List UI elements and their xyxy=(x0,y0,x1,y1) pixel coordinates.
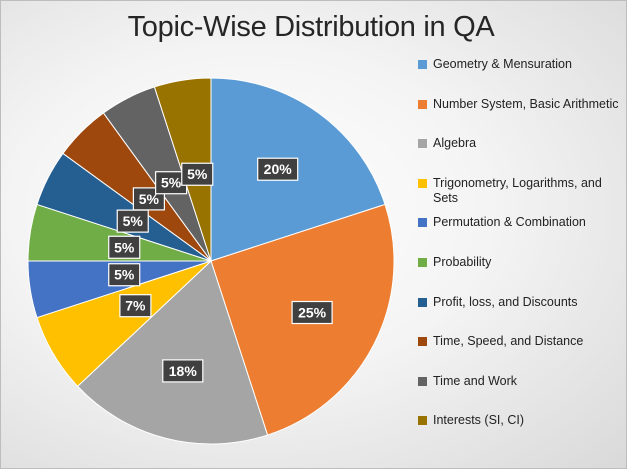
legend-label: Number System, Basic Arithmetic xyxy=(433,96,619,111)
legend-swatch xyxy=(418,60,427,69)
data-label-box xyxy=(257,157,299,181)
data-label-box xyxy=(291,300,333,325)
legend-swatch xyxy=(418,416,427,426)
chart-legend: Geometry & Mensuration Number System, Bas… xyxy=(418,57,623,453)
data-label-box xyxy=(119,294,152,318)
data-label-text: 5% xyxy=(114,267,135,283)
data-label-text: 20% xyxy=(264,161,293,177)
data-label-text: 5% xyxy=(161,175,182,191)
data-label-box xyxy=(162,359,204,383)
data-label-text: 18% xyxy=(169,363,198,379)
legend-swatch xyxy=(418,178,427,188)
legend-swatch xyxy=(418,218,427,228)
data-label-permutation-combination: 5% xyxy=(108,263,141,287)
legend-item-geometry-mensuration: Geometry & Mensuration xyxy=(418,57,623,97)
legend-label: Time, Speed, and Distance xyxy=(433,334,584,349)
legend-item-time-and-work: Time and Work xyxy=(418,374,623,414)
data-label-text: 5% xyxy=(123,213,144,229)
legend-label: Geometry & Mensuration xyxy=(433,57,572,71)
data-label-probability: 5% xyxy=(108,235,141,259)
legend-item-permutation-combination: Permutation & Combination xyxy=(418,215,623,255)
data-label-box xyxy=(181,162,214,186)
legend-label: Algebra xyxy=(433,136,477,151)
legend-item-trigonometry-logarithms-and-sets: Trigonometry, Logarithms, and Sets xyxy=(418,176,623,216)
data-label-text: 5% xyxy=(114,239,135,255)
legend-item-interests-si-ci: Interests (SI, CI) xyxy=(418,413,623,453)
legend-swatch xyxy=(418,337,427,347)
legend-item-time-speed-and-distance: Time, Speed, and Distance xyxy=(418,334,623,374)
data-label-text: 5% xyxy=(139,191,160,207)
data-label-box xyxy=(108,235,141,259)
data-label-algebra: 18% xyxy=(162,359,204,383)
data-label-number-system-basic-arithmetic: 25% xyxy=(291,300,333,325)
data-label-interests-si-ci: 5% xyxy=(181,162,214,186)
data-label-text: 25% xyxy=(298,305,327,321)
legend-label: Probability xyxy=(433,254,492,269)
legend-label: Profit, loss, and Discounts xyxy=(433,294,578,309)
data-label-geometry-mensuration: 20% xyxy=(257,157,299,181)
data-label-box xyxy=(116,209,149,233)
legend-swatch xyxy=(418,139,427,149)
legend-swatch xyxy=(418,99,427,109)
pie-slice-algebra xyxy=(76,260,269,445)
legend-label: Interests (SI, CI) xyxy=(433,413,524,428)
data-label-box xyxy=(108,263,141,287)
legend-item-algebra: Algebra xyxy=(418,136,623,176)
legend-label: Trigonometry, Logarithms, and Sets xyxy=(433,175,602,205)
data-label-profit-loss-and-discounts: 5% xyxy=(116,209,149,233)
chart-title: Topic-Wise Distribution in QA xyxy=(127,11,495,43)
data-label-text: 7% xyxy=(125,298,146,314)
legend-swatch xyxy=(418,297,427,307)
legend-item-probability: Probability xyxy=(418,255,623,295)
legend-item-number-system-basic-arithmetic: Number System, Basic Arithmetic xyxy=(418,97,623,137)
data-label-trigonometry-logarithms-and-sets: 7% xyxy=(119,294,152,318)
legend-swatch xyxy=(418,257,427,267)
legend-item-profit-loss-and-discounts: Profit, loss, and Discounts xyxy=(418,295,623,335)
legend-label: Permutation & Combination xyxy=(433,215,586,230)
legend-swatch xyxy=(418,376,427,386)
data-label-text: 5% xyxy=(187,166,208,182)
legend-label: Time and Work xyxy=(433,373,518,388)
